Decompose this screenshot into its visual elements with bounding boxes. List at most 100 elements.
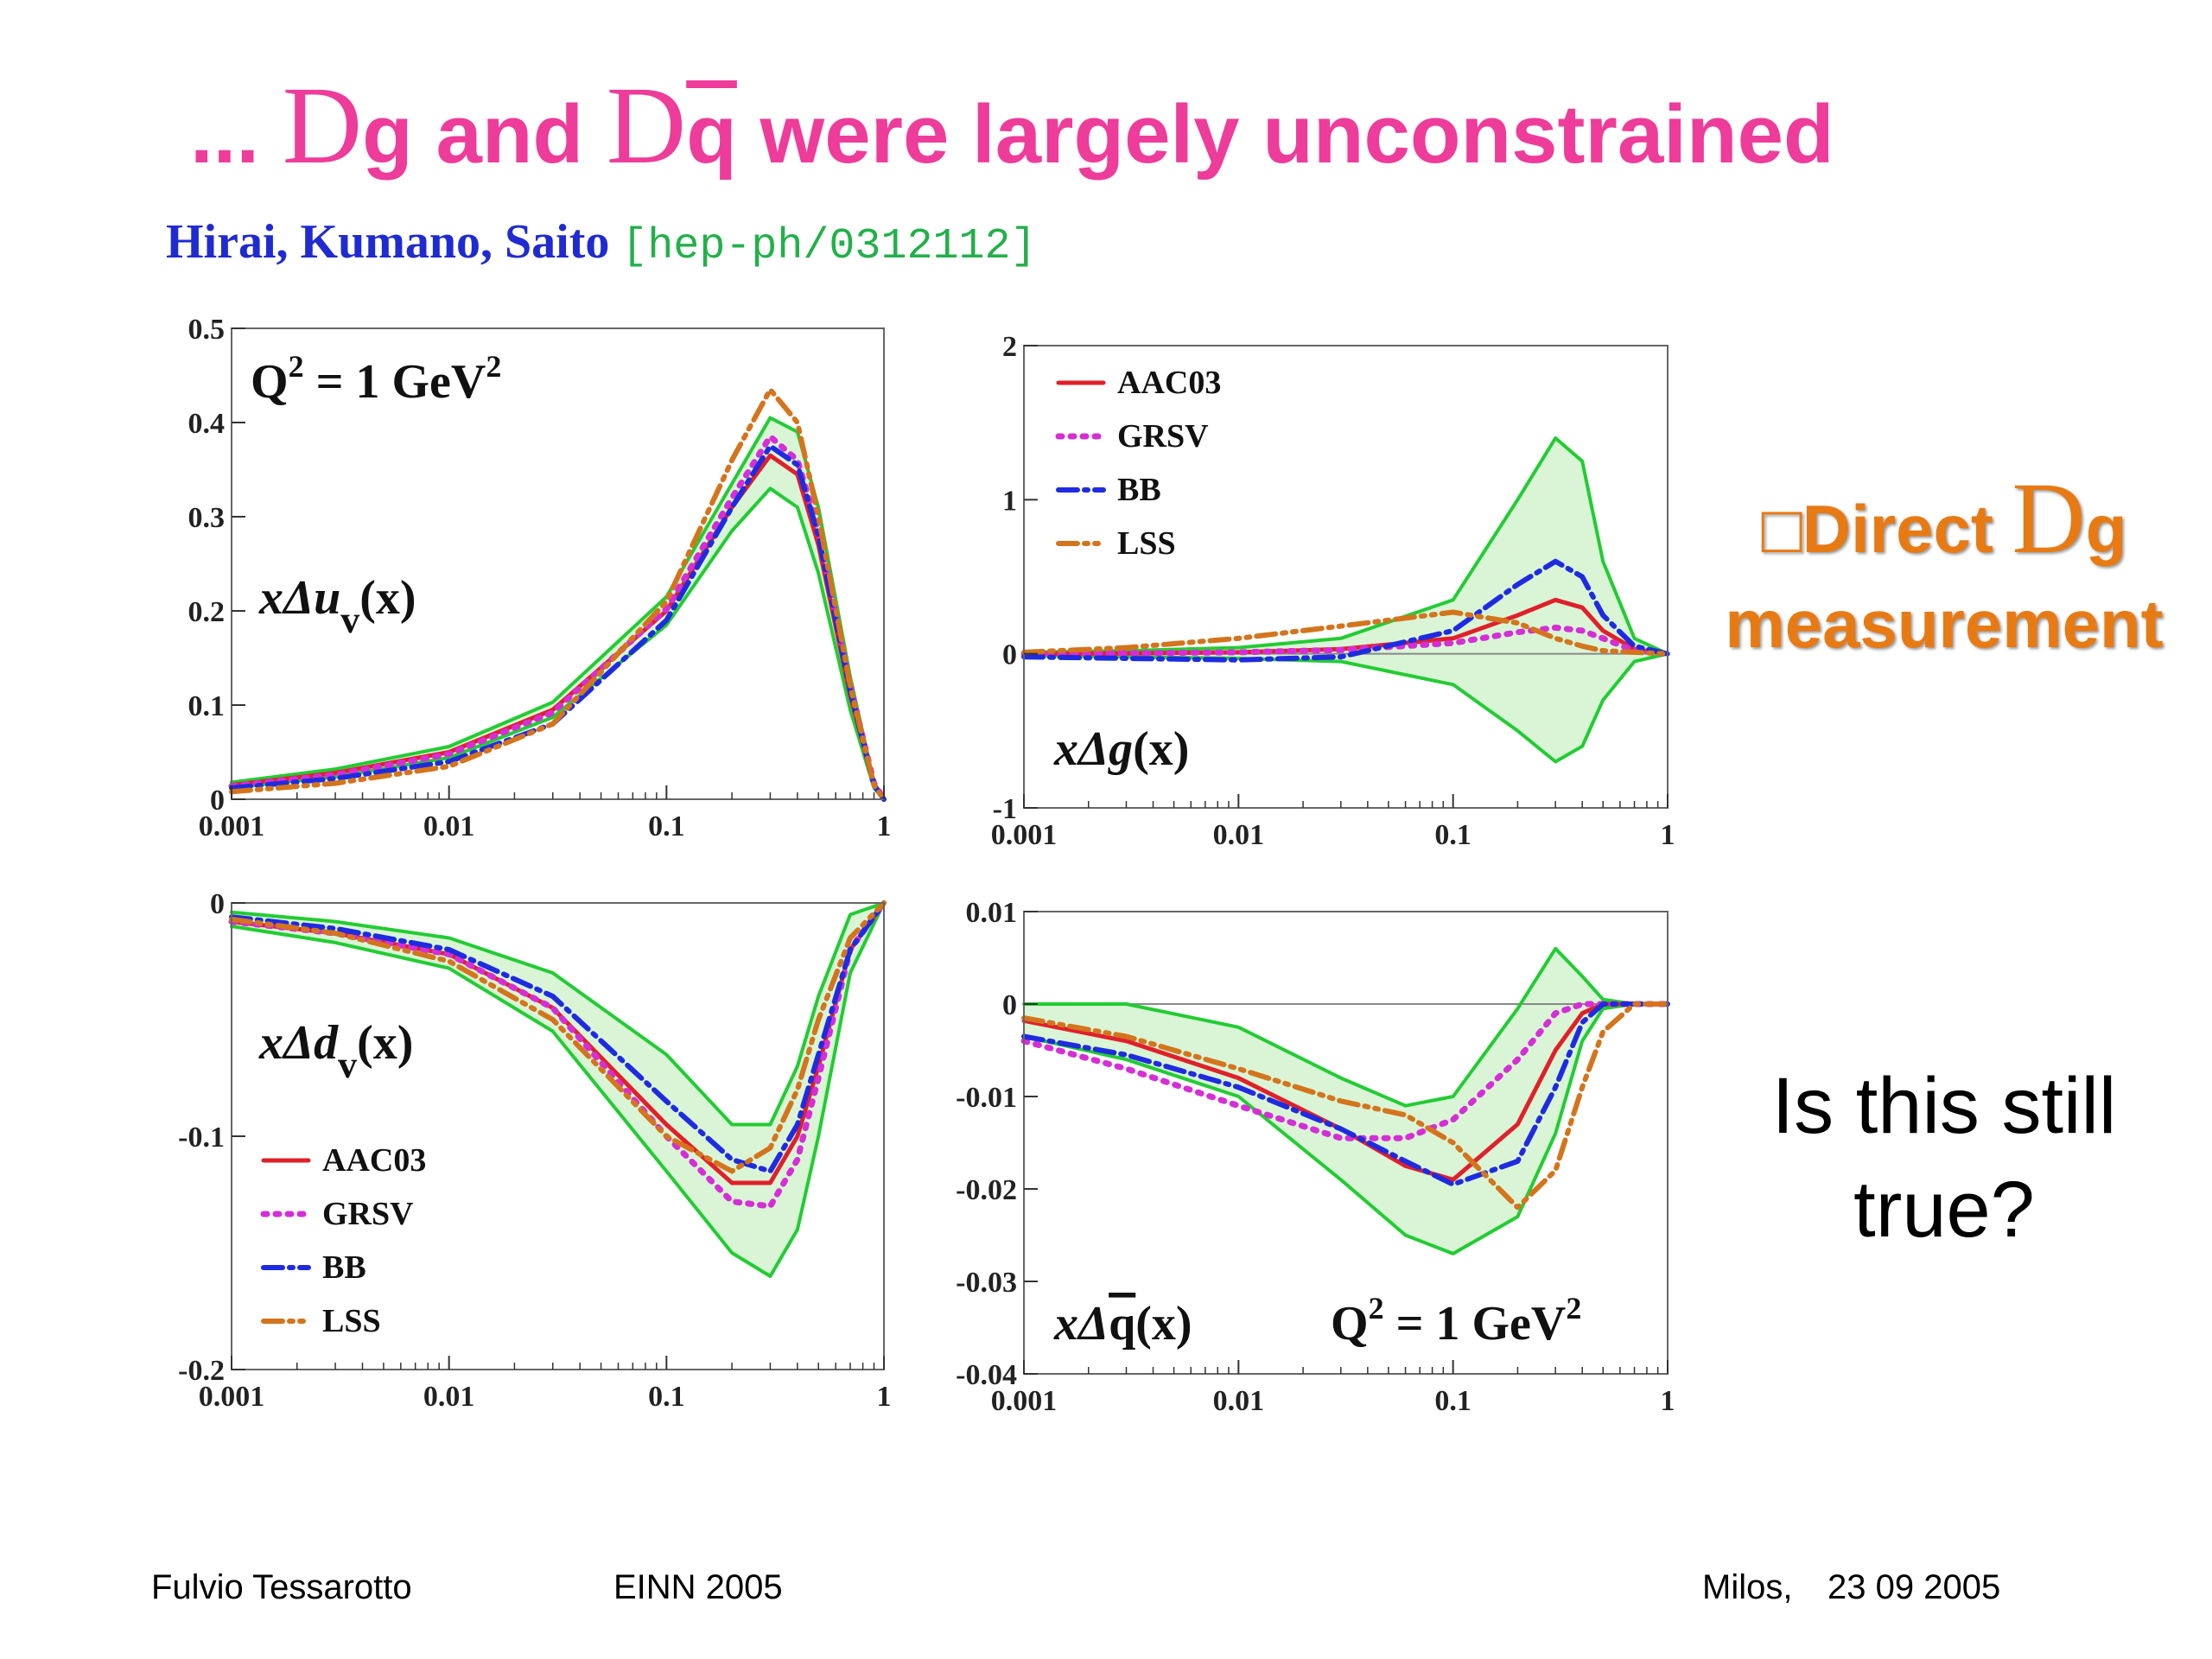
legend-label-aac03: AAC03 bbox=[1117, 365, 1221, 401]
x-tick-label: 0.001 bbox=[991, 1385, 1058, 1417]
plot-frame bbox=[1023, 345, 1669, 809]
series-line-aac03 bbox=[1021, 1001, 1670, 1182]
plot-frame bbox=[231, 327, 885, 800]
y-tick-label: 1 bbox=[1002, 485, 1017, 517]
series-line-grsv bbox=[1020, 624, 1671, 658]
x-tick-label: 0.1 bbox=[1434, 819, 1471, 851]
slide-title: ... Dg and Dq were largely unconstrained bbox=[190, 60, 2091, 190]
band-lower-line bbox=[1022, 652, 1669, 764]
footer-event: EINN 2005 bbox=[613, 1568, 783, 1606]
band-upper-line bbox=[230, 901, 886, 1127]
x-tick-label: 0.01 bbox=[423, 810, 475, 842]
panel-function-label: xΔg(x) bbox=[1053, 722, 1189, 776]
x-tick-label: 0.01 bbox=[1213, 819, 1265, 851]
x-tick-label: 0.1 bbox=[648, 810, 685, 842]
y-tick-label: -0.04 bbox=[956, 1359, 1017, 1391]
question-line2: true? bbox=[1853, 1166, 2035, 1254]
question-note: Is this still true? bbox=[1685, 1054, 2203, 1262]
band-lower-line bbox=[1022, 1002, 1669, 1255]
y-tick-label: 2 bbox=[1002, 331, 1017, 363]
y-tick-label: 0.3 bbox=[188, 502, 226, 534]
series-line-grsv bbox=[228, 899, 887, 1210]
x-tick-label: 0.001 bbox=[199, 810, 265, 842]
y-tick-label: 0.5 bbox=[188, 314, 226, 346]
g-letter: g bbox=[2085, 491, 2127, 567]
x-tick-label: 1 bbox=[877, 810, 892, 842]
series-line-bb bbox=[1021, 558, 1670, 663]
y-tick-label: -0.02 bbox=[956, 1174, 1017, 1206]
footer-author: Fulvio Tessarotto bbox=[151, 1568, 412, 1606]
title-delta-symbol-g: D bbox=[282, 64, 363, 187]
legend-label-bb: BB bbox=[322, 1249, 366, 1286]
footer-location: Milos, bbox=[1702, 1568, 1793, 1606]
series-line-aac03 bbox=[229, 453, 887, 802]
citation-reference: [hep-ph/0312112] bbox=[621, 222, 1037, 271]
y-tick-label: 0 bbox=[1002, 989, 1017, 1021]
panel-function-label: xΔuv(x) bbox=[258, 571, 416, 641]
chart-panel-4: 0.001 0.01 0.1 1 -0.04 -0.03 -0.02 -0.01 0 0.01 xΔ… bbox=[956, 897, 1675, 1417]
band-upper-line bbox=[1022, 436, 1669, 656]
y-tick-label: -1 bbox=[993, 793, 1017, 825]
legend-label-lss: LSS bbox=[322, 1303, 381, 1339]
series-line-aac03 bbox=[1021, 597, 1670, 657]
series-line-bb bbox=[229, 900, 887, 1174]
question-line1: Is this still bbox=[1771, 1062, 2117, 1150]
band-lower-line bbox=[230, 486, 886, 801]
uncertainty-band-fill bbox=[232, 903, 884, 1276]
legend-label-lss: LSS bbox=[1117, 525, 1176, 562]
q2-annotation: Q2 = 1 GeV2 bbox=[251, 349, 501, 409]
chart-panel-1: 0.001 0.01 0.1 1 0 0.1 0.2 0.3 0.4 0.5 xΔuv(x) Q2 =… bbox=[188, 314, 892, 842]
x-tick-label: 0.01 bbox=[423, 1381, 475, 1413]
x-tick-label: 0.1 bbox=[1434, 1385, 1471, 1417]
citation-authors: Hirai, Kumano, Saito bbox=[166, 215, 610, 269]
x-tick-label: 1 bbox=[877, 1381, 892, 1413]
panel-function-label: xΔq(x) bbox=[1053, 1297, 1192, 1351]
y-tick-label: 0 bbox=[1002, 639, 1017, 671]
x-tick-label: 1 bbox=[1661, 819, 1675, 851]
footer-date: 23 09 2005 bbox=[1827, 1568, 2001, 1606]
y-tick-label: -0.03 bbox=[956, 1267, 1017, 1299]
delta-symbol: D bbox=[2012, 461, 2086, 575]
chart-panel-3: 0.001 0.01 0.1 1 -0.2 -0.1 0 xΔdv(x) AAC03 GRSV BB… bbox=[178, 888, 891, 1413]
series-line-lss bbox=[229, 386, 887, 802]
x-tick-label: 0.01 bbox=[1213, 1385, 1265, 1417]
checkbox-glyph: □ bbox=[1761, 491, 1802, 567]
direct-word: Direct bbox=[1802, 491, 2012, 567]
legend-label-grsv: GRSV bbox=[322, 1196, 414, 1232]
measurement-word: measurement bbox=[1725, 586, 2164, 662]
x-tick-label: 0.001 bbox=[199, 1381, 265, 1413]
x-tick-label: 0.001 bbox=[991, 819, 1058, 851]
y-tick-label: 0.01 bbox=[966, 897, 1018, 929]
legend-label-aac03: AAC03 bbox=[322, 1142, 426, 1179]
series-line-lss bbox=[229, 900, 887, 1174]
band-upper-line bbox=[1022, 946, 1669, 1108]
title-g: g bbox=[362, 88, 413, 181]
y-tick-label: 0.2 bbox=[188, 596, 226, 628]
band-lower-line bbox=[230, 901, 886, 1278]
y-tick-label: -0.1 bbox=[178, 1122, 225, 1154]
y-tick-label: -0.2 bbox=[178, 1355, 225, 1387]
title-prefix: ... bbox=[190, 88, 283, 181]
legend-label-bb: BB bbox=[1117, 472, 1161, 508]
series-line-grsv bbox=[1020, 1001, 1671, 1141]
y-tick-label: 0.1 bbox=[188, 690, 226, 722]
title-rest: were largely unconstrained bbox=[736, 88, 1834, 181]
title-and: and bbox=[412, 88, 607, 181]
y-tick-label: -0.01 bbox=[956, 1082, 1017, 1114]
title-q-bar: q bbox=[686, 88, 737, 181]
panel-function-label: xΔdv(x) bbox=[258, 1016, 413, 1086]
y-tick-label: 0 bbox=[210, 785, 225, 817]
plot-frame bbox=[1023, 911, 1669, 1375]
series-line-lss bbox=[1021, 609, 1670, 657]
y-tick-label: 0.4 bbox=[188, 408, 226, 440]
citation: Hirai, Kumano, Saito [hep-ph/0312112] bbox=[166, 212, 1036, 272]
title-delta-symbol-q: D bbox=[606, 64, 687, 187]
direct-dg-line1: □Direct Dg bbox=[1685, 467, 2203, 576]
legend-label-grsv: GRSV bbox=[1117, 418, 1209, 454]
direct-dg-note: □Direct Dg measurement bbox=[1685, 467, 2203, 671]
x-tick-label: 0.1 bbox=[648, 1381, 685, 1413]
series-line-lss bbox=[1021, 1001, 1670, 1211]
q2-annotation: Q2 = 1 GeV2 bbox=[1331, 1291, 1581, 1351]
y-tick-label: 0 bbox=[210, 888, 225, 920]
